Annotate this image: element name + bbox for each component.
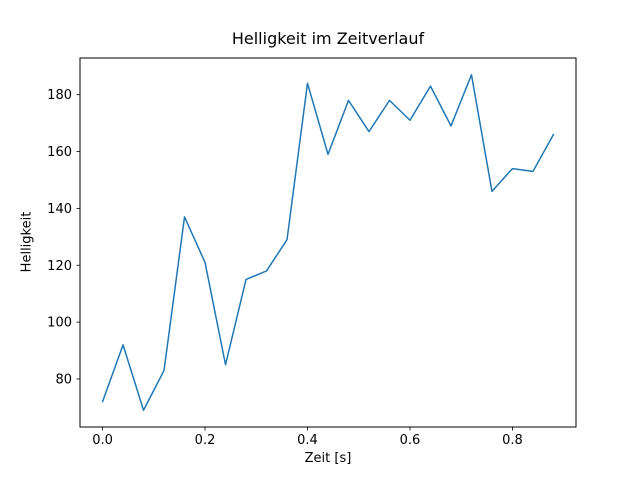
x-axis-label: Zeit [s] — [304, 451, 352, 466]
x-tick-label: 0.8 — [502, 433, 523, 448]
x-tick-label: 0.6 — [400, 433, 421, 448]
chart-title: Helligkeit im Zeitverlauf — [231, 29, 425, 48]
y-tick-label: 100 — [47, 316, 72, 331]
y-tick-label: 180 — [47, 88, 72, 103]
x-tick-label: 0.0 — [92, 433, 113, 448]
axes-spines — [79, 57, 577, 428]
y-axis-label: Helligkeit — [19, 211, 35, 273]
x-tick-label: 0.4 — [297, 433, 318, 448]
y-tick-label: 120 — [47, 259, 72, 274]
x-tick-label: 0.2 — [195, 433, 216, 448]
y-tick-label: 160 — [47, 145, 72, 160]
y-tick-label: 140 — [47, 202, 72, 217]
y-tick-label: 80 — [55, 373, 72, 388]
data-line-series — [101, 74, 555, 411]
